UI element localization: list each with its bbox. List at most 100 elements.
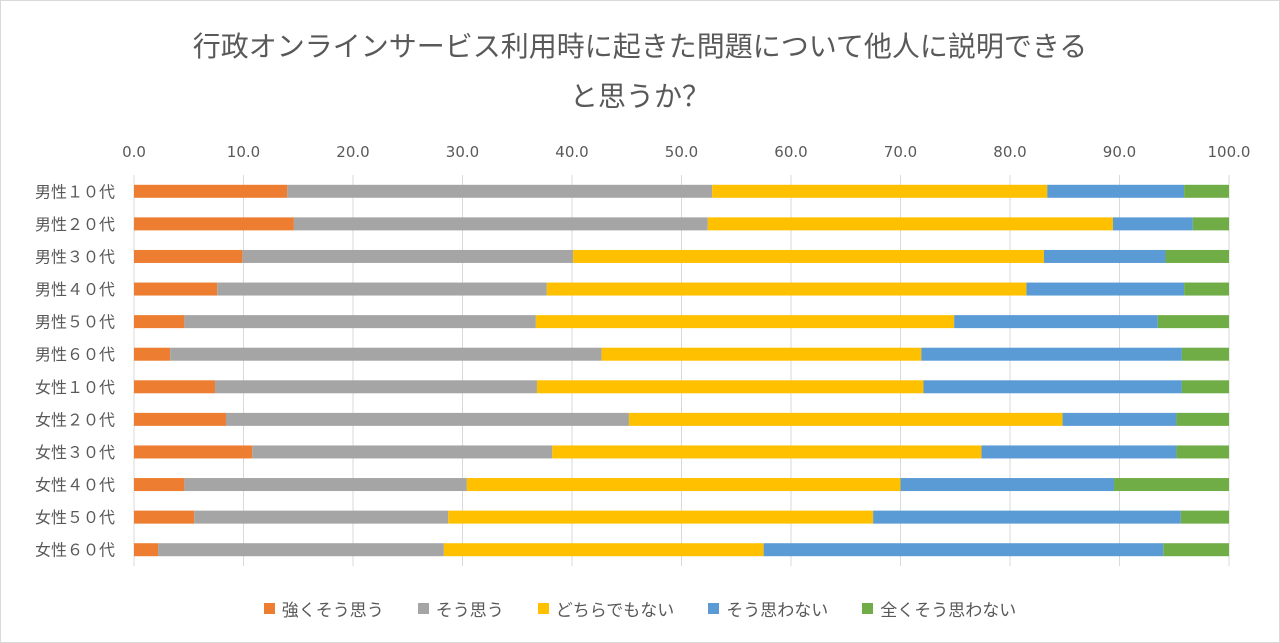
bar-segment [1112,217,1193,231]
x-tick-label: 50.0 [665,143,698,161]
bar-segment [1062,412,1177,426]
chart-title: 行政オンラインサービス利用時に起きた問題について他人に説明できる と思うか？ [0,22,1280,122]
legend-swatch [537,603,549,614]
bar-segment [134,445,253,459]
x-tick-label: 0.0 [122,143,146,161]
bar-segment [225,412,629,426]
y-category-label: 男性６０代 [35,345,115,364]
legend-swatch [708,603,720,614]
bar-segment [466,478,901,492]
bar-segment [601,347,922,361]
y-category-label: 女性６０代 [35,541,115,560]
legend-item: 強くそう思う [263,596,384,621]
bar-segment [1184,184,1229,198]
bar-segment [293,217,708,231]
bar-segment [1165,249,1229,263]
chart-legend: 強くそう思う そう思う どちらでもない そう思わない 全くそう思わない [0,596,1280,621]
bar-segment [134,510,195,524]
bar-segment [242,249,574,263]
bar-segment [184,478,467,492]
bar-segment [954,315,1158,329]
chart-title-line2: と思うか？ [569,80,710,113]
bar-segment [184,315,536,329]
legend-item: どちらでもない [537,596,675,621]
bar-segment [134,282,218,296]
bar-segment [1043,249,1166,263]
y-category-label: 女性５０代 [35,508,115,527]
legend-label: 強くそう思う [281,601,384,621]
bar-segment [546,282,1027,296]
bar-segment [215,380,537,394]
bar-segment [923,380,1182,394]
bar-segment [134,184,288,198]
bar-segment [1157,315,1229,329]
bar-segment [900,478,1115,492]
legend-label: そう思わない [726,601,829,621]
y-category-label: 女性１０代 [35,378,115,397]
bar-segment [873,510,1181,524]
bar-segment [1192,217,1229,231]
bar-segment [535,315,955,329]
bar-segment [134,412,226,426]
legend-item: そう思う [417,596,504,621]
bar-segment [287,184,713,198]
legend-label: 全くそう思わない [880,601,1017,621]
x-tick-label: 10.0 [227,143,260,161]
bar-segment [1047,184,1185,198]
bar-segment [1180,510,1229,524]
bar-segment [1181,347,1229,361]
bar-segment [707,217,1113,231]
bar-segment [252,445,553,459]
bar-segment [628,412,1063,426]
y-category-label: 女性２０代 [35,410,115,429]
bar-segment [134,315,185,329]
legend-swatch [862,603,874,614]
y-category-label: 女性３０代 [35,443,115,462]
chart-title-line1: 行政オンラインサービス利用時に起きた問題について他人に説明できる [192,30,1088,63]
bar-segment [1176,445,1229,459]
bar-segment [134,543,159,557]
y-category-label: 女性４０代 [35,476,115,495]
y-category-label: 男性２０代 [35,215,115,234]
legend-item: そう思わない [708,596,828,621]
x-tick-label: 40.0 [555,143,588,161]
bar-segment [134,380,216,394]
bar-segment [194,510,449,524]
bar-segment [134,347,171,361]
bar-segment [981,445,1177,459]
x-tick-label: 60.0 [774,143,807,161]
x-tick-label: 20.0 [336,143,369,161]
bar-segment [134,217,294,231]
bar-segment [1176,412,1229,426]
x-tick-label: 80.0 [993,143,1026,161]
legend-label: どちらでもない [555,601,675,621]
bar-segment [448,510,874,524]
legend-swatch [417,603,429,614]
y-category-label: 男性５０代 [35,313,115,332]
bar-segment [552,445,982,459]
bar-segment [536,380,924,394]
bar-segment [1163,543,1229,557]
legend-item: 全くそう思わない [862,596,1016,621]
bar-segment [158,543,444,557]
bar-segment [1114,478,1229,492]
y-category-label: 男性３０代 [35,247,115,266]
bar-segment [217,282,547,296]
legend-swatch [263,603,275,614]
bar-segment [573,249,1044,263]
y-category-label: 男性４０代 [35,280,115,299]
bar-segment [1181,380,1229,394]
bar-segment [134,478,185,492]
y-category-label: 男性１０代 [35,182,115,201]
bar-segment [134,249,243,263]
bar-segment [170,347,602,361]
x-tick-label: 90.0 [1103,143,1136,161]
legend-label: そう思う [435,601,504,621]
x-tick-label: 70.0 [884,143,917,161]
bar-segment [443,543,764,557]
x-tick-label: 100.0 [1208,143,1251,161]
x-tick-label: 30.0 [446,143,479,161]
bar-segment [921,347,1182,361]
bar-segment [1184,282,1229,296]
